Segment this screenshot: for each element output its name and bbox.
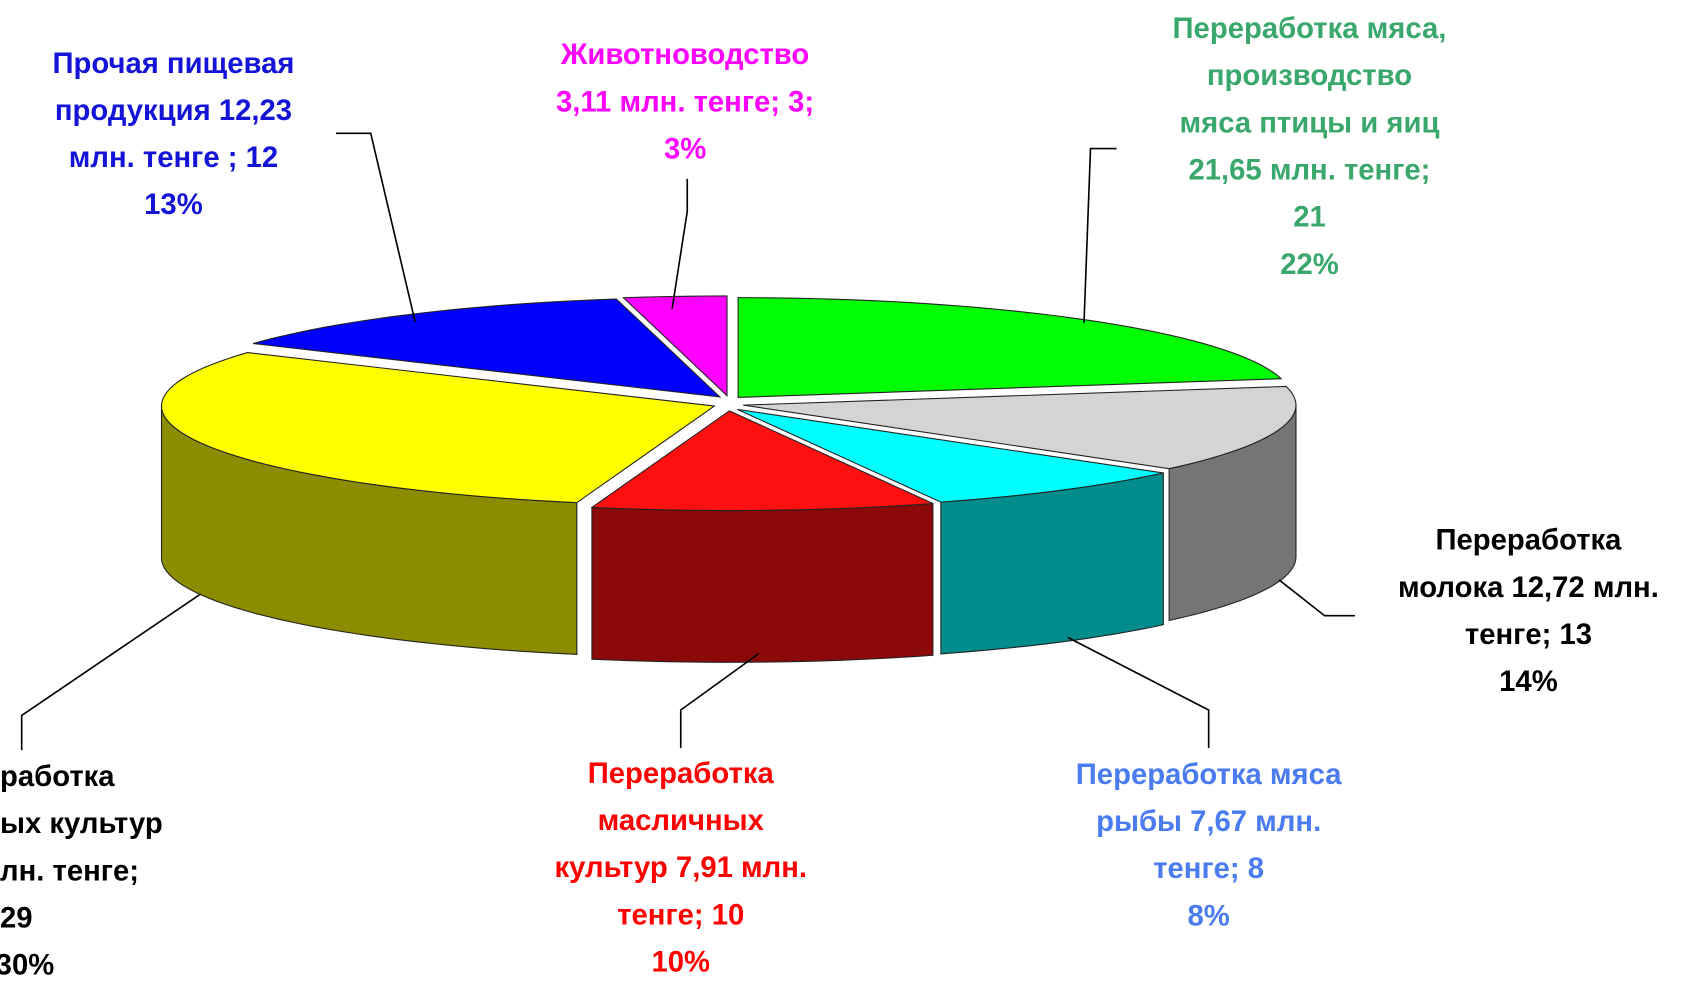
slice-label: молока 12,72 млн. [1398,572,1659,604]
slice [590,410,934,512]
slice-side [591,502,934,663]
slice-label: Переработка мяса, [1173,13,1447,45]
slice-label: Животноводство [560,39,809,71]
slice-sides [160,405,1297,663]
leader-line [336,132,416,323]
slice-value-label: 13% [144,189,203,221]
slice [252,298,722,398]
slice [737,408,1164,503]
leader-line [671,178,689,310]
leader-line [20,593,201,751]
slice-label: Переработка [1435,525,1622,557]
slice-label: 21 [1293,202,1326,234]
slice-label: 3,11 млн. тенге; 3; [556,86,814,118]
slice-label: работка [0,761,115,793]
slice-label: рыбы 7,67 млн. [1096,806,1321,838]
slice-value-label: 22% [1280,249,1339,281]
slice-label: масличных [598,805,765,837]
slice-value-label: 14% [1499,666,1558,698]
plot: Переработка мяса, производство мяса птицы … [0,13,1659,982]
leader-line [1067,636,1210,748]
slice-label: ых культур [0,808,163,840]
slice [737,297,1283,398]
slice-side [940,472,1164,655]
slice-label: тенге; 8 [1153,853,1264,885]
slice-label: мяса птицы и яиц [1180,107,1440,139]
slice-label: тенге; 10 [617,899,744,931]
slice-label: лн. тенге; [0,855,139,887]
slice-tops [160,295,1297,512]
slice-label: Прочая пищевая [52,48,294,80]
slice [743,385,1297,470]
slice [622,295,728,397]
slice-label: продукция 12,23 [55,95,292,127]
slice-label: тенге; 13 [1465,619,1592,651]
slice-label: млн. тенге ; 12 [69,142,278,174]
slice-label: производство [1207,60,1412,92]
slice [160,352,716,504]
slice-label: Переработка мяса [1076,759,1342,791]
slice-label: культур 7,91 млн. [554,852,807,884]
slice-value-label: 10% [651,946,710,978]
slice-label: 21,65 млн. тенге; [1189,155,1431,187]
slice-label: 29 [0,903,33,935]
leader-line [1278,579,1355,617]
leader-line [679,652,760,748]
leader-line [1083,147,1117,324]
slice-value-label: 8% [1188,900,1230,932]
slice-value-label: 3% [664,133,706,165]
slice-label: Переработка [588,758,775,790]
slice-value-label: 30% [0,950,54,982]
